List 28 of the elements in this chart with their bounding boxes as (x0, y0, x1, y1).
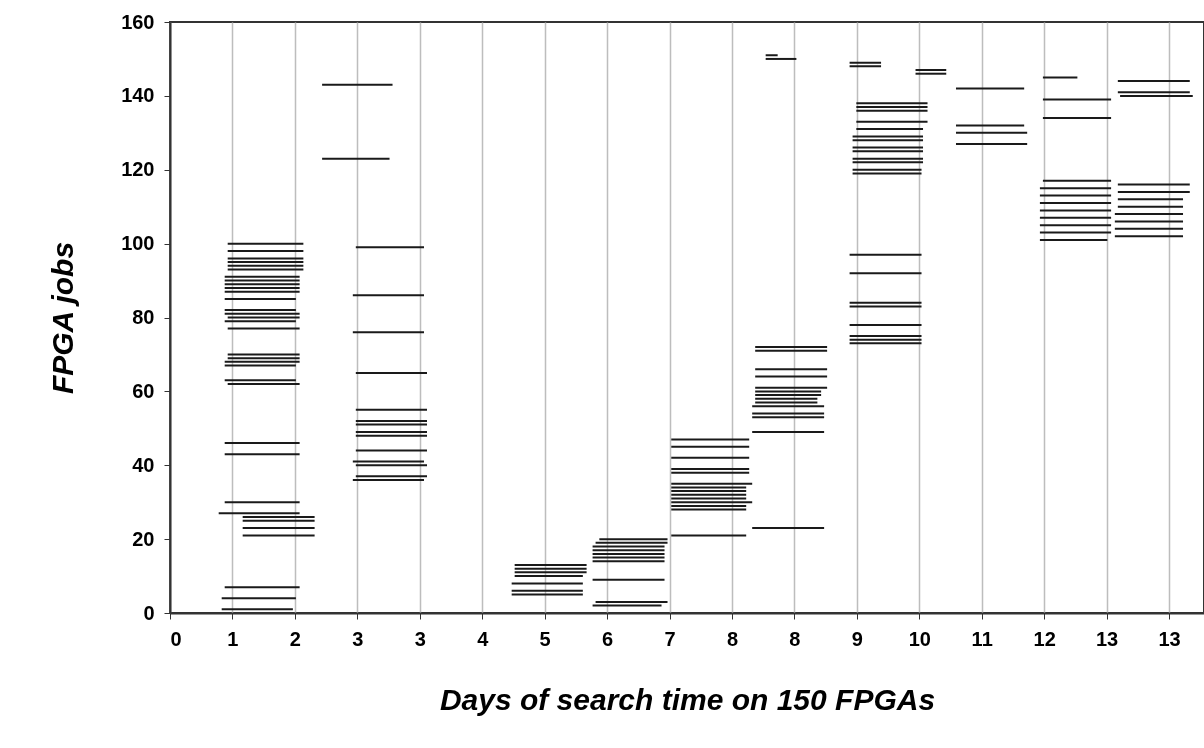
y-tick-label: 80 (132, 306, 155, 328)
x-tick-label: 4 (477, 627, 490, 650)
y-axis-title: FPGA jobs (46, 241, 80, 395)
x-tick-label: 11 (971, 627, 993, 650)
x-tick-label: 13 (1158, 627, 1181, 650)
x-tick-label: 12 (1033, 627, 1056, 650)
y-tick-label: 100 (121, 232, 155, 255)
x-tick-label: 3 (414, 627, 426, 650)
x-tick-label: 7 (664, 627, 676, 650)
x-tick-label: 3 (352, 627, 364, 650)
y-tick-label: 0 (143, 601, 155, 624)
x-tick-label: 5 (539, 627, 551, 650)
x-tick-label: 10 (908, 627, 931, 650)
x-tick-label: 9 (851, 627, 863, 650)
x-tick-label: 2 (289, 627, 301, 650)
x-tick-label: 1 (227, 627, 239, 650)
x-tick-label: 13 (1095, 627, 1119, 650)
y-tick-label: 20 (132, 527, 155, 550)
x-tick-label: 8 (726, 627, 739, 650)
y-tick-label: 120 (121, 158, 155, 181)
x-tick-label: 6 (601, 627, 614, 650)
x-tick-label: 0 (170, 627, 182, 650)
x-axis-title: Days of search time on 150 FPGAs (439, 682, 936, 716)
y-tick-label: 160 (121, 10, 155, 33)
y-tick-label: 60 (132, 379, 155, 402)
y-tick-label: 40 (132, 453, 155, 476)
y-tick-label: 140 (121, 84, 155, 107)
x-tick-label: 8 (789, 627, 801, 650)
